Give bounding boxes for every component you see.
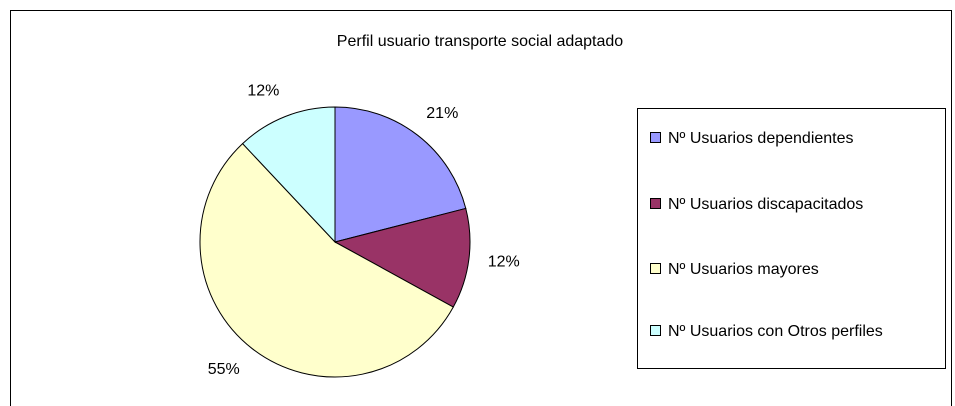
legend-label: Nº Usuarios con Otros perfiles: [668, 323, 883, 340]
pie-slice: [333, 207, 471, 308]
data-label: 12%: [488, 254, 520, 271]
legend-label: Nº Usuarios dependientes: [668, 130, 854, 147]
legend-swatch: [650, 198, 661, 209]
legend-swatch: [650, 325, 661, 336]
pie-slice: [241, 106, 336, 244]
pie-slice: [334, 106, 467, 243]
data-label: 21%: [426, 105, 458, 122]
data-label: 55%: [208, 361, 240, 378]
legend-box: [637, 108, 946, 369]
legend-label: Nº Usuarios mayores: [668, 261, 819, 278]
legend-swatch: [650, 132, 661, 143]
chart-title: Perfil usuario transporte social adaptad…: [337, 33, 623, 50]
data-label: 12%: [247, 83, 279, 100]
pie-slice: [199, 142, 454, 378]
legend-label: Nº Usuarios discapacitados: [668, 196, 863, 213]
legend-swatch: [650, 263, 661, 274]
